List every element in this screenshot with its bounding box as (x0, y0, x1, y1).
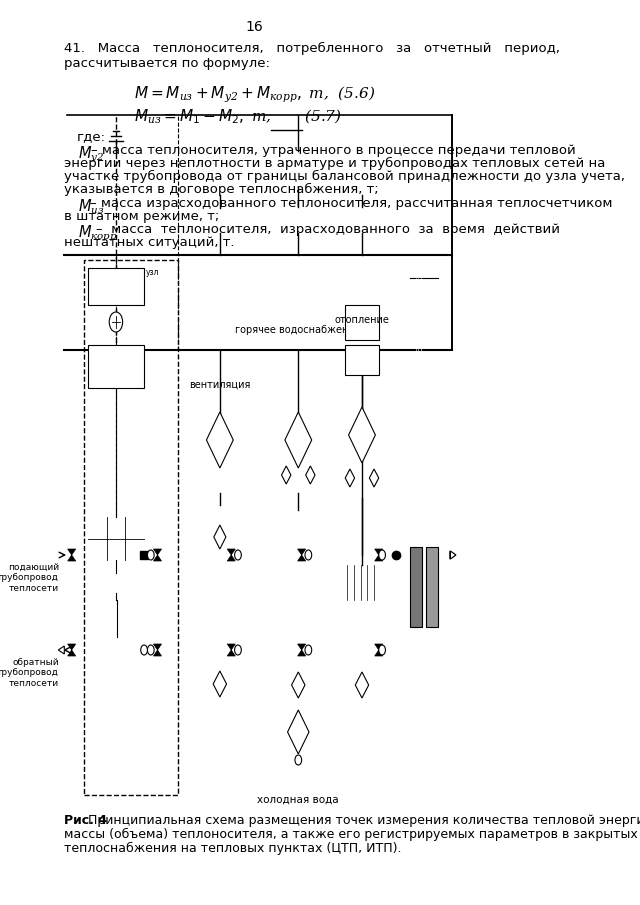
Text: T: T (125, 279, 134, 293)
Text: горячее водоснабжение: горячее водоснабжение (236, 325, 361, 335)
Text: Q: Q (97, 279, 108, 293)
Text: энергии через неплотности в арматуре и трубопроводах тепловых сетей на: энергии через неплотности в арматуре и т… (63, 157, 605, 170)
Polygon shape (287, 710, 309, 754)
Polygon shape (298, 644, 306, 656)
Circle shape (235, 550, 241, 560)
Circle shape (109, 312, 123, 332)
Text: где:: где: (77, 130, 106, 143)
Text: $\mathit{M}_{\mathregular{из}}$: $\mathit{M}_{\mathregular{из}}$ (78, 197, 105, 215)
Bar (84, 260, 178, 795)
Polygon shape (214, 525, 226, 549)
Polygon shape (68, 549, 76, 561)
Circle shape (147, 550, 154, 560)
Circle shape (379, 550, 385, 560)
Polygon shape (374, 644, 383, 656)
Circle shape (305, 645, 312, 655)
Text: 16: 16 (246, 20, 264, 34)
Text: Mn: Mn (92, 373, 104, 382)
Bar (426, 547, 438, 627)
Text: вентиляция: вентиляция (189, 380, 250, 390)
Text: узл: узл (145, 268, 159, 277)
Polygon shape (374, 549, 383, 561)
Polygon shape (213, 671, 227, 697)
Text: теплоснабжения на тепловых пунктах (ЦТП, ИТП).: теплоснабжения на тепловых пунктах (ЦТП,… (63, 842, 401, 855)
Polygon shape (349, 407, 376, 463)
Polygon shape (355, 672, 369, 698)
Polygon shape (58, 646, 64, 654)
Text: отопление: отопление (335, 315, 389, 325)
Bar (345, 305, 379, 340)
Circle shape (141, 645, 147, 655)
Bar (345, 345, 379, 375)
Text: P1: P1 (111, 373, 122, 382)
Polygon shape (154, 644, 161, 656)
Circle shape (295, 755, 301, 765)
Polygon shape (292, 672, 305, 698)
Text: Q2: Q2 (129, 350, 141, 359)
Polygon shape (450, 551, 456, 559)
Text: $\mathit{M}_{\mathregular{корр}}$: $\mathit{M}_{\mathregular{корр}}$ (78, 223, 118, 243)
Polygon shape (282, 466, 291, 484)
Text: подающий
трубопровод
теплосети: подающий трубопровод теплосети (0, 563, 59, 593)
Text: –  масса  теплоносителя,  израсходованного  за  время  действий: – масса теплоносителя, израсходованного … (97, 223, 561, 236)
Text: $\mathit{M}_{\mathregular{у2}}$: $\mathit{M}_{\mathregular{у2}}$ (78, 144, 105, 165)
Text: холодная вода: холодная вода (257, 795, 339, 805)
Text: нештатных ситуаций, т.: нештатных ситуаций, т. (63, 236, 234, 249)
Polygon shape (154, 549, 161, 561)
Circle shape (305, 550, 312, 560)
Polygon shape (369, 469, 379, 487)
Polygon shape (207, 412, 233, 468)
Polygon shape (227, 549, 236, 561)
Polygon shape (68, 644, 76, 656)
Text: участке трубопровода от границы балансовой принадлежности до узла учета,: участке трубопровода от границы балансов… (63, 170, 625, 183)
Circle shape (379, 645, 385, 655)
Text: 41.   Масса   теплоносителя,   потребленного   за   отчетный   период,: 41. Масса теплоносителя, потребленного з… (63, 42, 559, 55)
Text: рассчитывается по формуле:: рассчитывается по формуле: (63, 57, 269, 70)
Text: обратный
трубопровод
теплосети: обратный трубопровод теплосети (0, 658, 59, 688)
Text: $\mathit{M}_{\mathregular{из}} = \mathit{M}_1 - \mathit{M}_2,$ т,       (5.7): $\mathit{M}_{\mathregular{из}} = \mathit… (134, 108, 342, 127)
Polygon shape (298, 549, 306, 561)
Polygon shape (451, 551, 456, 559)
Text: Принципиальная схема размещения точек измерения количества тепловой энергии и: Принципиальная схема размещения точек из… (84, 814, 640, 827)
Polygon shape (345, 469, 355, 487)
Bar (410, 547, 422, 627)
Text: массы (объема) теплоносителя, а также его регистрируемых параметров в закрытых с: массы (объема) теплоносителя, а также ег… (63, 828, 640, 841)
Text: – масса теплоносителя, утраченного в процессе передачи тепловой: – масса теплоносителя, утраченного в про… (91, 144, 576, 157)
Text: $\mathit{M} = \mathit{M}_{\mathregular{из}} + \mathit{M}_{\mathregular{у2}} + \m: $\mathit{M} = \mathit{M}_{\mathregular{и… (134, 84, 376, 105)
Text: в штатном режиме, т;: в штатном режиме, т; (63, 210, 219, 223)
Polygon shape (306, 466, 315, 484)
Text: P2: P2 (130, 373, 140, 382)
Text: M1: M1 (92, 350, 104, 359)
Polygon shape (227, 644, 236, 656)
Bar (88, 268, 144, 305)
Bar (88, 345, 144, 388)
Circle shape (235, 645, 241, 655)
Polygon shape (285, 412, 312, 468)
Text: Рис. 4: Рис. 4 (63, 814, 107, 827)
Text: I1: I1 (113, 350, 120, 359)
Text: – масса израсходованного теплоносителя, рассчитанная теплосчетчиком: – масса израсходованного теплоносителя, … (90, 197, 612, 210)
Text: указывается в договоре теплоснабжения, т;: указывается в договоре теплоснабжения, т… (63, 183, 378, 196)
Circle shape (147, 645, 154, 655)
